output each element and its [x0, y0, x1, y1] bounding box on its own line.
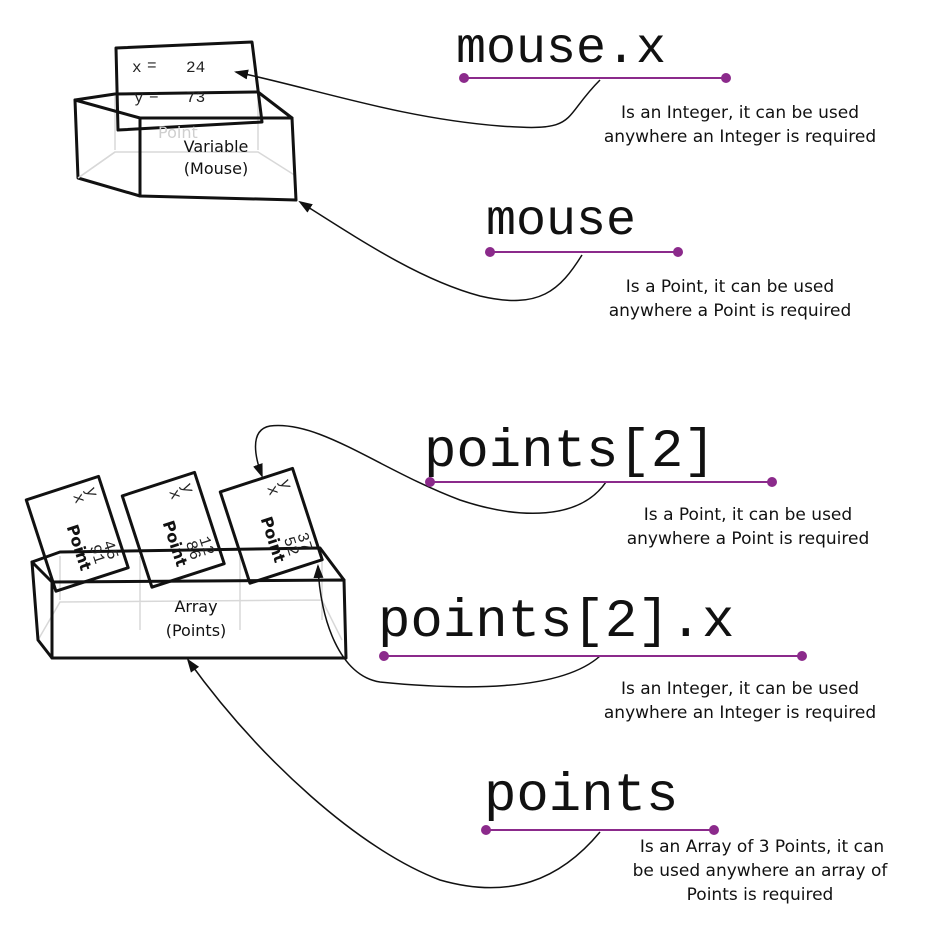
mouse-point-card: x = 24 y = 73	[114, 40, 264, 132]
box-faint-type-label: Point	[158, 123, 198, 142]
expression-mouse: mouse Is a Point, it can be used anywher…	[485, 193, 851, 321]
expression-points: points Is an Array of 3 Points, it can b…	[481, 766, 888, 905]
equals-sign-icon: =	[149, 87, 159, 105]
card-y-value: 73	[186, 89, 205, 107]
expression-note-line1: Is an Array of 3 Points, it can	[640, 837, 884, 857]
connector-arrows	[186, 69, 607, 889]
arrow-points-2	[253, 424, 607, 515]
box-label-line2: (Mouse)	[184, 159, 248, 178]
expression-note-line1: Is an Integer, it can be used	[621, 103, 859, 123]
expression-mouse-x: mouse.x Is an Integer, it can be used an…	[456, 21, 876, 147]
card-x-value: 86	[181, 539, 204, 563]
expression-note-line2: be used anywhere an array of	[633, 861, 889, 881]
card-y-label: y	[275, 477, 295, 492]
equals-sign-icon: =	[147, 57, 157, 75]
arrow-points-2-x	[313, 564, 601, 688]
expression-note-line2: anywhere a Point is required	[609, 301, 852, 321]
card-y-label: y	[177, 481, 197, 496]
arrow-mouse-x	[234, 69, 601, 129]
expression-note-line1: Is a Point, it can be used	[626, 277, 834, 297]
expression-code: points[2].x	[378, 592, 734, 653]
arrow-points	[186, 658, 601, 889]
expression-note-line1: Is an Integer, it can be used	[621, 679, 859, 699]
card-y-value: 12	[194, 534, 217, 558]
expression-code: points	[484, 766, 678, 827]
box-label-line2: (Points)	[166, 621, 227, 640]
box-label-line1: Array	[174, 597, 217, 616]
expression-code: mouse	[486, 193, 636, 250]
array-point-card-1: Point x y 91 45	[24, 474, 130, 593]
expression-points-2: points[2] Is a Point, it can be used any…	[424, 422, 869, 549]
card-y-value: 45	[98, 538, 121, 562]
card-y-label: y	[134, 89, 144, 107]
card-x-value: 91	[85, 543, 108, 567]
expression-note-line2: anywhere a Point is required	[627, 529, 870, 549]
expression-points-2-x: points[2].x Is an Integer, it can be use…	[378, 592, 876, 723]
array-point-card-2: Point x y 86 12	[120, 470, 226, 589]
card-x-value: 52	[279, 535, 302, 559]
expression-note-line1: Is a Point, it can be used	[644, 505, 852, 525]
arrow-mouse	[298, 200, 583, 302]
expression-note-line2: anywhere an Integer is required	[604, 127, 876, 147]
box-label-line1: Variable	[184, 137, 249, 156]
array-point-card-3: Point x y 52 37	[218, 466, 324, 585]
mouse-variable-box: x = 24 y = 73 Point Variable (Mouse)	[73, 40, 298, 202]
expression-code: mouse.x	[456, 21, 666, 78]
expression-note-line3: Points is required	[687, 885, 834, 905]
card-y-label: y	[81, 485, 101, 500]
card-x-label: x	[132, 59, 142, 77]
array-points-box: Point x y 91 45 Point x y 86 12 Point x	[24, 466, 348, 660]
expression-note-line2: anywhere an Integer is required	[604, 703, 876, 723]
card-y-value: 37	[292, 530, 315, 554]
expression-code: points[2]	[424, 422, 716, 483]
card-x-value: 24	[186, 59, 205, 77]
